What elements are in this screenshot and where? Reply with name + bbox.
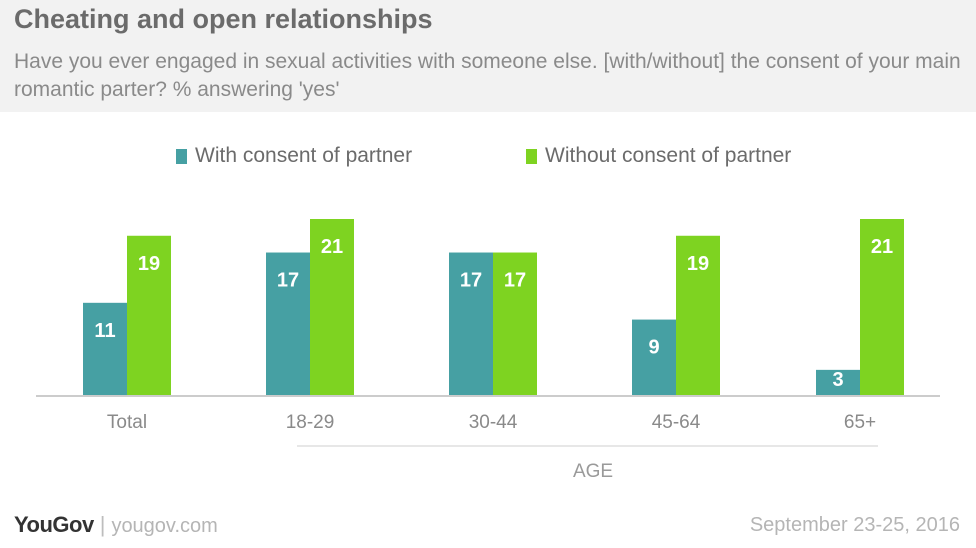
data-label-without-consent-2: 17 — [504, 270, 526, 292]
footer-separator: | — [99, 512, 106, 537]
data-label-with-consent-1: 17 — [277, 270, 299, 292]
bar-with-consent-1 — [266, 252, 310, 395]
chart-title: Cheating and open relationships — [14, 4, 433, 34]
bar-with-consent-0 — [83, 302, 127, 395]
header: Cheating and open relationships Have you… — [0, 0, 976, 112]
footer-url: yougov.com — [111, 515, 218, 537]
data-label-without-consent-1: 21 — [321, 236, 343, 258]
legend-swatch-with-consent — [176, 148, 187, 164]
bar-without-consent-4 — [860, 219, 904, 395]
data-label-with-consent-2: 17 — [460, 270, 482, 292]
bar-without-consent-0 — [127, 235, 171, 395]
x-tick-label-0: Total — [107, 412, 147, 433]
data-label-without-consent-3: 19 — [687, 253, 709, 275]
legend-item-without-consent: Without consent of partner — [526, 143, 791, 169]
footer-brand: YouGov | yougov.com — [14, 512, 218, 538]
bar-with-consent-3 — [632, 319, 676, 395]
x-tick-label-1: 18-29 — [286, 412, 335, 433]
bar-with-consent-2 — [449, 252, 493, 395]
legend-swatch-without-consent — [526, 148, 537, 164]
yougov-logo: YouGov — [14, 512, 94, 537]
bar-with-consent-4 — [816, 369, 860, 395]
bar-without-consent-1 — [310, 219, 354, 395]
x-tick-label-4: 65+ — [844, 412, 876, 433]
data-label-with-consent-0: 11 — [94, 320, 115, 342]
x-tick-label-2: 30-44 — [469, 412, 518, 433]
legend-label-with-consent: With consent of partner — [195, 144, 413, 167]
bar-without-consent-2 — [493, 252, 537, 395]
x-tick-label-3: 45-64 — [652, 412, 701, 433]
bar-without-consent-3 — [676, 235, 720, 395]
data-label-without-consent-0: 19 — [138, 253, 160, 275]
footer-date: September 23-25, 2016 — [749, 514, 960, 536]
chart-subtitle: Have you ever engaged in sexual activiti… — [14, 50, 961, 101]
data-label-with-consent-3: 9 — [648, 337, 659, 359]
legend-label-without-consent: Without consent of partner — [545, 144, 792, 167]
data-label-without-consent-4: 21 — [871, 236, 893, 258]
age-group-label: AGE — [573, 461, 613, 482]
data-label-with-consent-4: 3 — [832, 369, 843, 391]
legend-item-with-consent: With consent of partner — [176, 143, 412, 169]
